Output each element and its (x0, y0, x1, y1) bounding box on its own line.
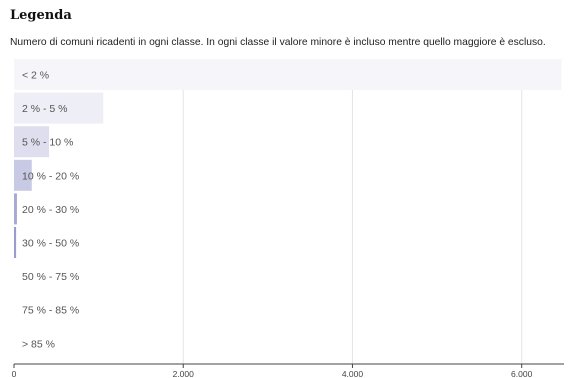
category-label-1: 2 % - 5 % (22, 103, 68, 115)
bar-3 (14, 159, 32, 191)
category-label-8: > 85 % (22, 338, 55, 350)
label-layer: < 2 % 2 % - 5 % 5 % - 10 % 10 % - 20 % 20 % … (22, 70, 79, 351)
bar-layer (14, 59, 562, 258)
x-tick-label-1: 2.000 (173, 369, 195, 378)
legend-subtitle: Numero di comuni ricadenti in ogni class… (10, 37, 546, 48)
bar-5 (14, 227, 17, 258)
x-tick-label-0: 0 (12, 369, 17, 378)
category-label-7: 75 % - 85 % (22, 305, 79, 317)
category-label-3: 10 % - 20 % (22, 170, 79, 182)
category-label-4: 20 % - 30 % (22, 204, 79, 216)
category-label-2: 5 % - 10 % (22, 137, 73, 149)
category-label-6: 50 % - 75 % (22, 271, 79, 283)
x-tick-label-3: 6.000 (511, 369, 533, 378)
bar-0 (14, 59, 562, 90)
x-tick-label-2: 4.000 (342, 369, 364, 378)
legend-title: Legenda (10, 8, 72, 23)
x-axis: 0 2.000 4.000 6.000 (12, 363, 564, 378)
bar-1 (14, 92, 104, 124)
bar-4 (14, 193, 17, 225)
grid-layer (182, 59, 523, 364)
category-label-0: < 2 % (22, 70, 49, 82)
bar-2 (14, 126, 50, 158)
category-label-5: 30 % - 50 % (22, 238, 79, 250)
